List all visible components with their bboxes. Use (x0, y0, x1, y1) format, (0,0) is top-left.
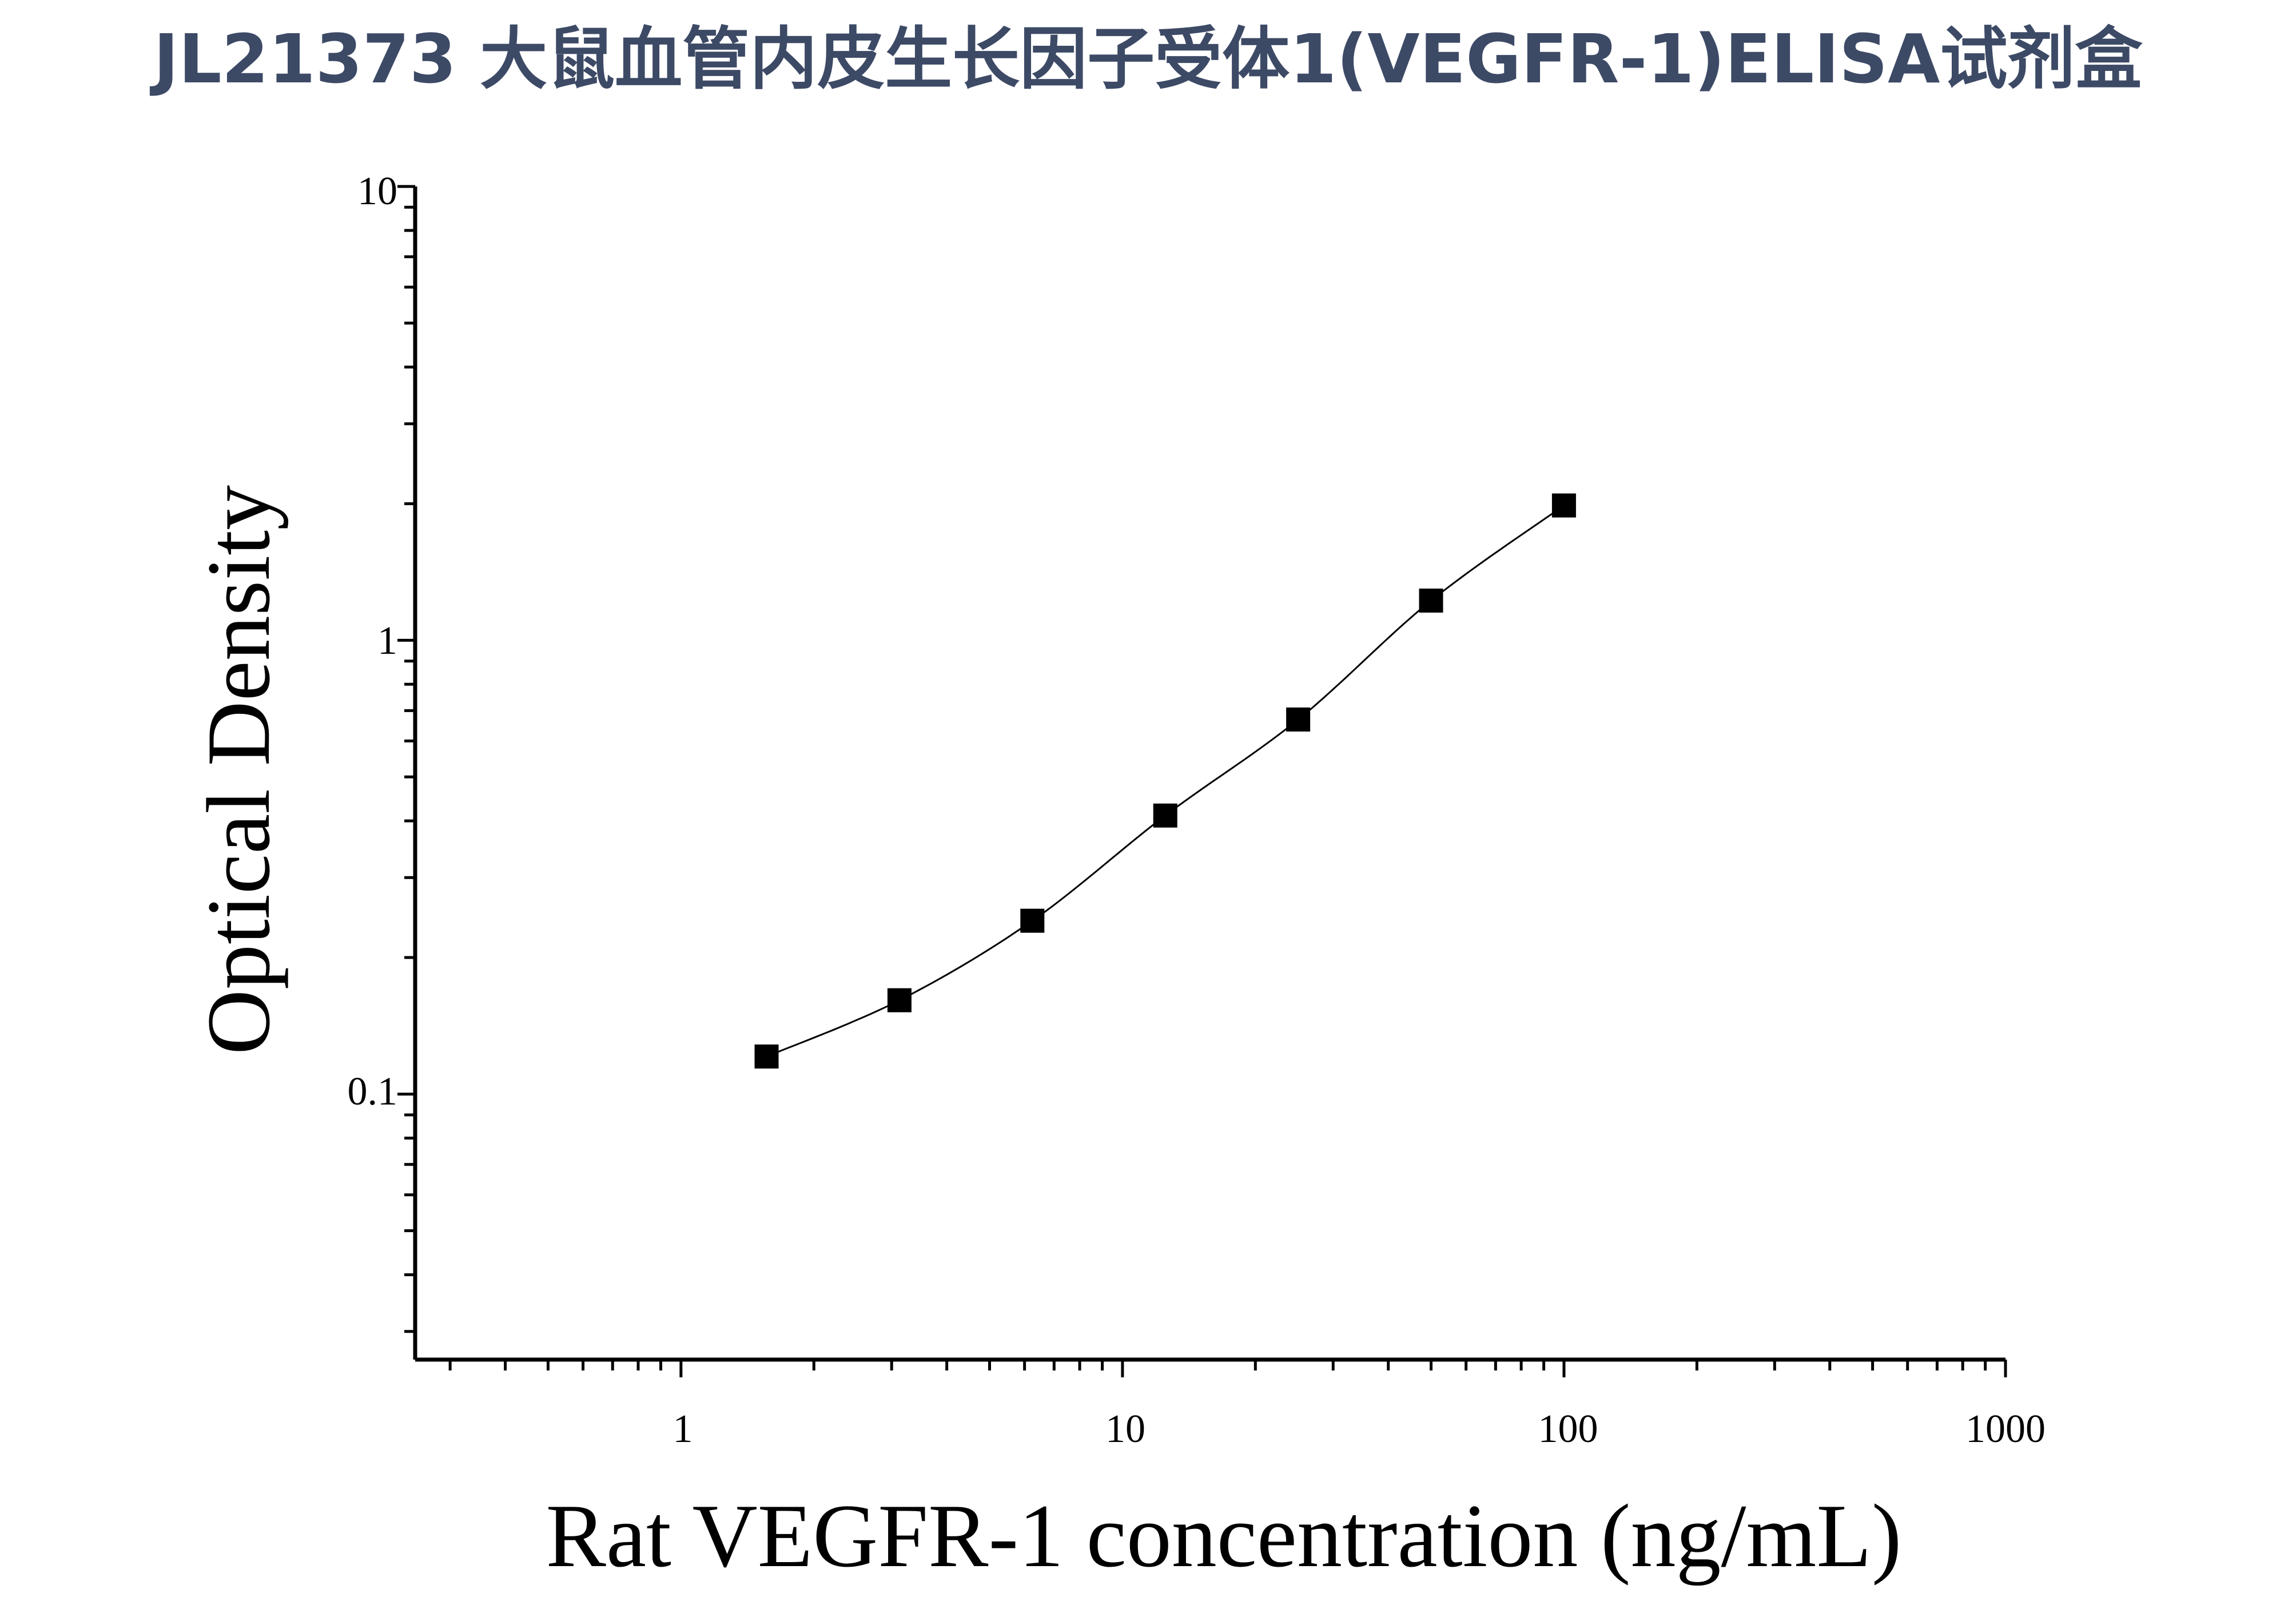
x-ticks (448, 1360, 2007, 1377)
series-layer (754, 493, 1576, 1069)
x-tick-label-0: 1 (673, 1407, 693, 1451)
data-point-3 (1153, 803, 1177, 828)
y-tick-label-2: 10 (357, 169, 397, 213)
data-point-4 (1286, 707, 1311, 732)
data-point-2 (1020, 908, 1045, 933)
y-axis: 0.1 1 10 Optical Density (189, 169, 417, 1360)
fit-curve (766, 504, 1565, 1058)
x-axis: 1 10 100 1000 Rat VEGFR-1 concentration … (415, 1357, 2046, 1586)
x-tick-label-1: 10 (1105, 1407, 1145, 1451)
y-tick-label-0: 0.1 (348, 1070, 398, 1114)
x-tick-label-3: 1000 (1965, 1407, 2046, 1451)
chart-title: JL21373 大鼠血管内皮生长因子受体1(VEGFR-1)ELISA试剂盒 (153, 19, 2143, 98)
data-point-0 (754, 1044, 779, 1069)
x-axis-label: Rat VEGFR-1 concentration (ng/mL) (546, 1486, 1901, 1586)
data-point-6 (1551, 493, 1576, 518)
y-tick-label-1: 1 (377, 619, 397, 663)
y-axis-label: Optical Density (189, 485, 289, 1055)
data-point-5 (1419, 589, 1443, 613)
x-tick-label-2: 100 (1538, 1407, 1598, 1451)
y-ticks (397, 185, 415, 1333)
data-point-1 (887, 988, 912, 1012)
